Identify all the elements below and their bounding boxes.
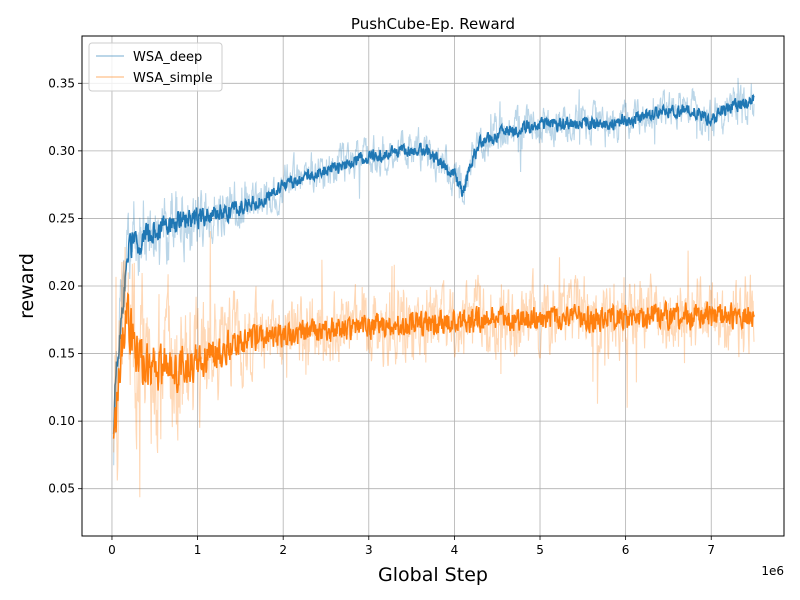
tick-layer: 0 1 2 3 4 5 6 7 0.05 0.10 0.15 0.20 0.25 0.30 0.35: [48, 76, 715, 557]
series-raw-wsa-deep: [113, 77, 755, 466]
x-tick-label: 7: [707, 543, 715, 557]
series-smooth-wsa-deep: [112, 93, 755, 435]
series-layer: [112, 77, 755, 498]
legend: WSA_deep WSA_simple: [88, 42, 223, 92]
x-tick-label: 4: [451, 543, 459, 557]
y-tick-label: 0.25: [48, 211, 75, 225]
x-axis-offset-label: 1e6: [761, 564, 784, 578]
y-axis-label: reward: [16, 253, 38, 319]
legend-label-wsa-simple: WSA_simple: [133, 71, 213, 86]
y-tick-label: 0.35: [48, 76, 75, 90]
x-tick-label: 2: [279, 543, 287, 557]
x-tick-label: 6: [622, 543, 630, 557]
y-tick-label: 0.10: [48, 414, 75, 428]
x-axis-label: Global Step: [378, 564, 488, 586]
x-tick-label: 5: [536, 543, 544, 557]
series-smooth-wsa-simple: [112, 292, 755, 439]
y-tick-label: 0.15: [48, 347, 75, 361]
legend-label-wsa-deep: WSA_deep: [133, 50, 202, 65]
y-tick-label: 0.05: [48, 482, 75, 496]
y-tick-label: 0.30: [48, 144, 75, 158]
x-tick-label: 0: [108, 543, 116, 557]
chart-title: PushCube-Ep. Reward: [351, 15, 515, 33]
legend-box: [88, 42, 223, 92]
x-tick-label: 3: [365, 543, 373, 557]
x-tick-label: 1: [194, 543, 202, 557]
y-tick-label: 0.20: [48, 279, 75, 293]
